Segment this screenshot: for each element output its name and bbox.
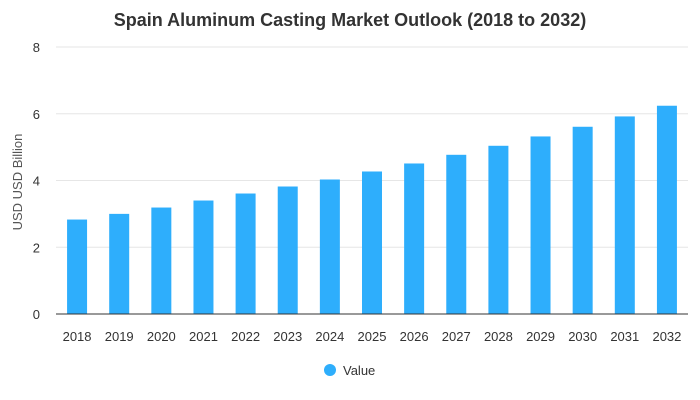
bar-2024[interactable]: [319, 179, 340, 314]
y-tick-label: 6: [33, 107, 40, 122]
y-tick-label: 2: [33, 240, 40, 255]
x-tick-label: 2026: [400, 329, 429, 344]
x-tick-label: 2018: [63, 329, 92, 344]
x-tick-label: 2032: [652, 329, 681, 344]
bar-2029[interactable]: [530, 136, 551, 314]
bar-2023[interactable]: [277, 186, 298, 314]
bar-2020[interactable]: [151, 207, 172, 314]
legend[interactable]: Value: [324, 363, 375, 378]
x-tick-label: 2023: [273, 329, 302, 344]
chart-title: Spain Aluminum Casting Market Outlook (2…: [114, 10, 586, 30]
y-axis-label: USD USD Billion: [10, 134, 25, 231]
x-tick-label: 2029: [526, 329, 555, 344]
bar-2021[interactable]: [193, 200, 214, 314]
x-tick-label: 2031: [610, 329, 639, 344]
bar-2028[interactable]: [488, 145, 509, 314]
x-tick-label: 2022: [231, 329, 260, 344]
x-tick-label: 2030: [568, 329, 597, 344]
x-tick-label: 2025: [358, 329, 387, 344]
bar-2019[interactable]: [109, 213, 130, 314]
y-tick-label: 4: [33, 174, 40, 189]
x-tick-label: 2028: [484, 329, 513, 344]
x-tick-label: 2027: [442, 329, 471, 344]
bar-2018[interactable]: [67, 219, 88, 314]
bar-2031[interactable]: [614, 116, 635, 314]
bar-2026[interactable]: [404, 163, 425, 314]
bar-2027[interactable]: [446, 154, 467, 314]
y-tick-label: 0: [33, 307, 40, 322]
y-axis-ticks: 0 2 4 6 8: [33, 40, 40, 322]
x-tick-label: 2020: [147, 329, 176, 344]
x-axis-ticks: 2018 2019 2020 2021 2022 2023 2024 2025 2026 2027…: [63, 329, 682, 344]
x-tick-label: 2019: [105, 329, 134, 344]
legend-label: Value: [343, 363, 375, 378]
bar-2022[interactable]: [235, 193, 256, 314]
bars: [67, 105, 677, 315]
y-tick-label: 8: [33, 40, 40, 55]
x-tick-label: 2024: [315, 329, 344, 344]
bar-2032[interactable]: [656, 105, 677, 315]
bar-2030[interactable]: [572, 126, 593, 314]
bar-2025[interactable]: [362, 171, 382, 314]
x-tick-label: 2021: [189, 329, 218, 344]
legend-swatch: [324, 364, 336, 376]
